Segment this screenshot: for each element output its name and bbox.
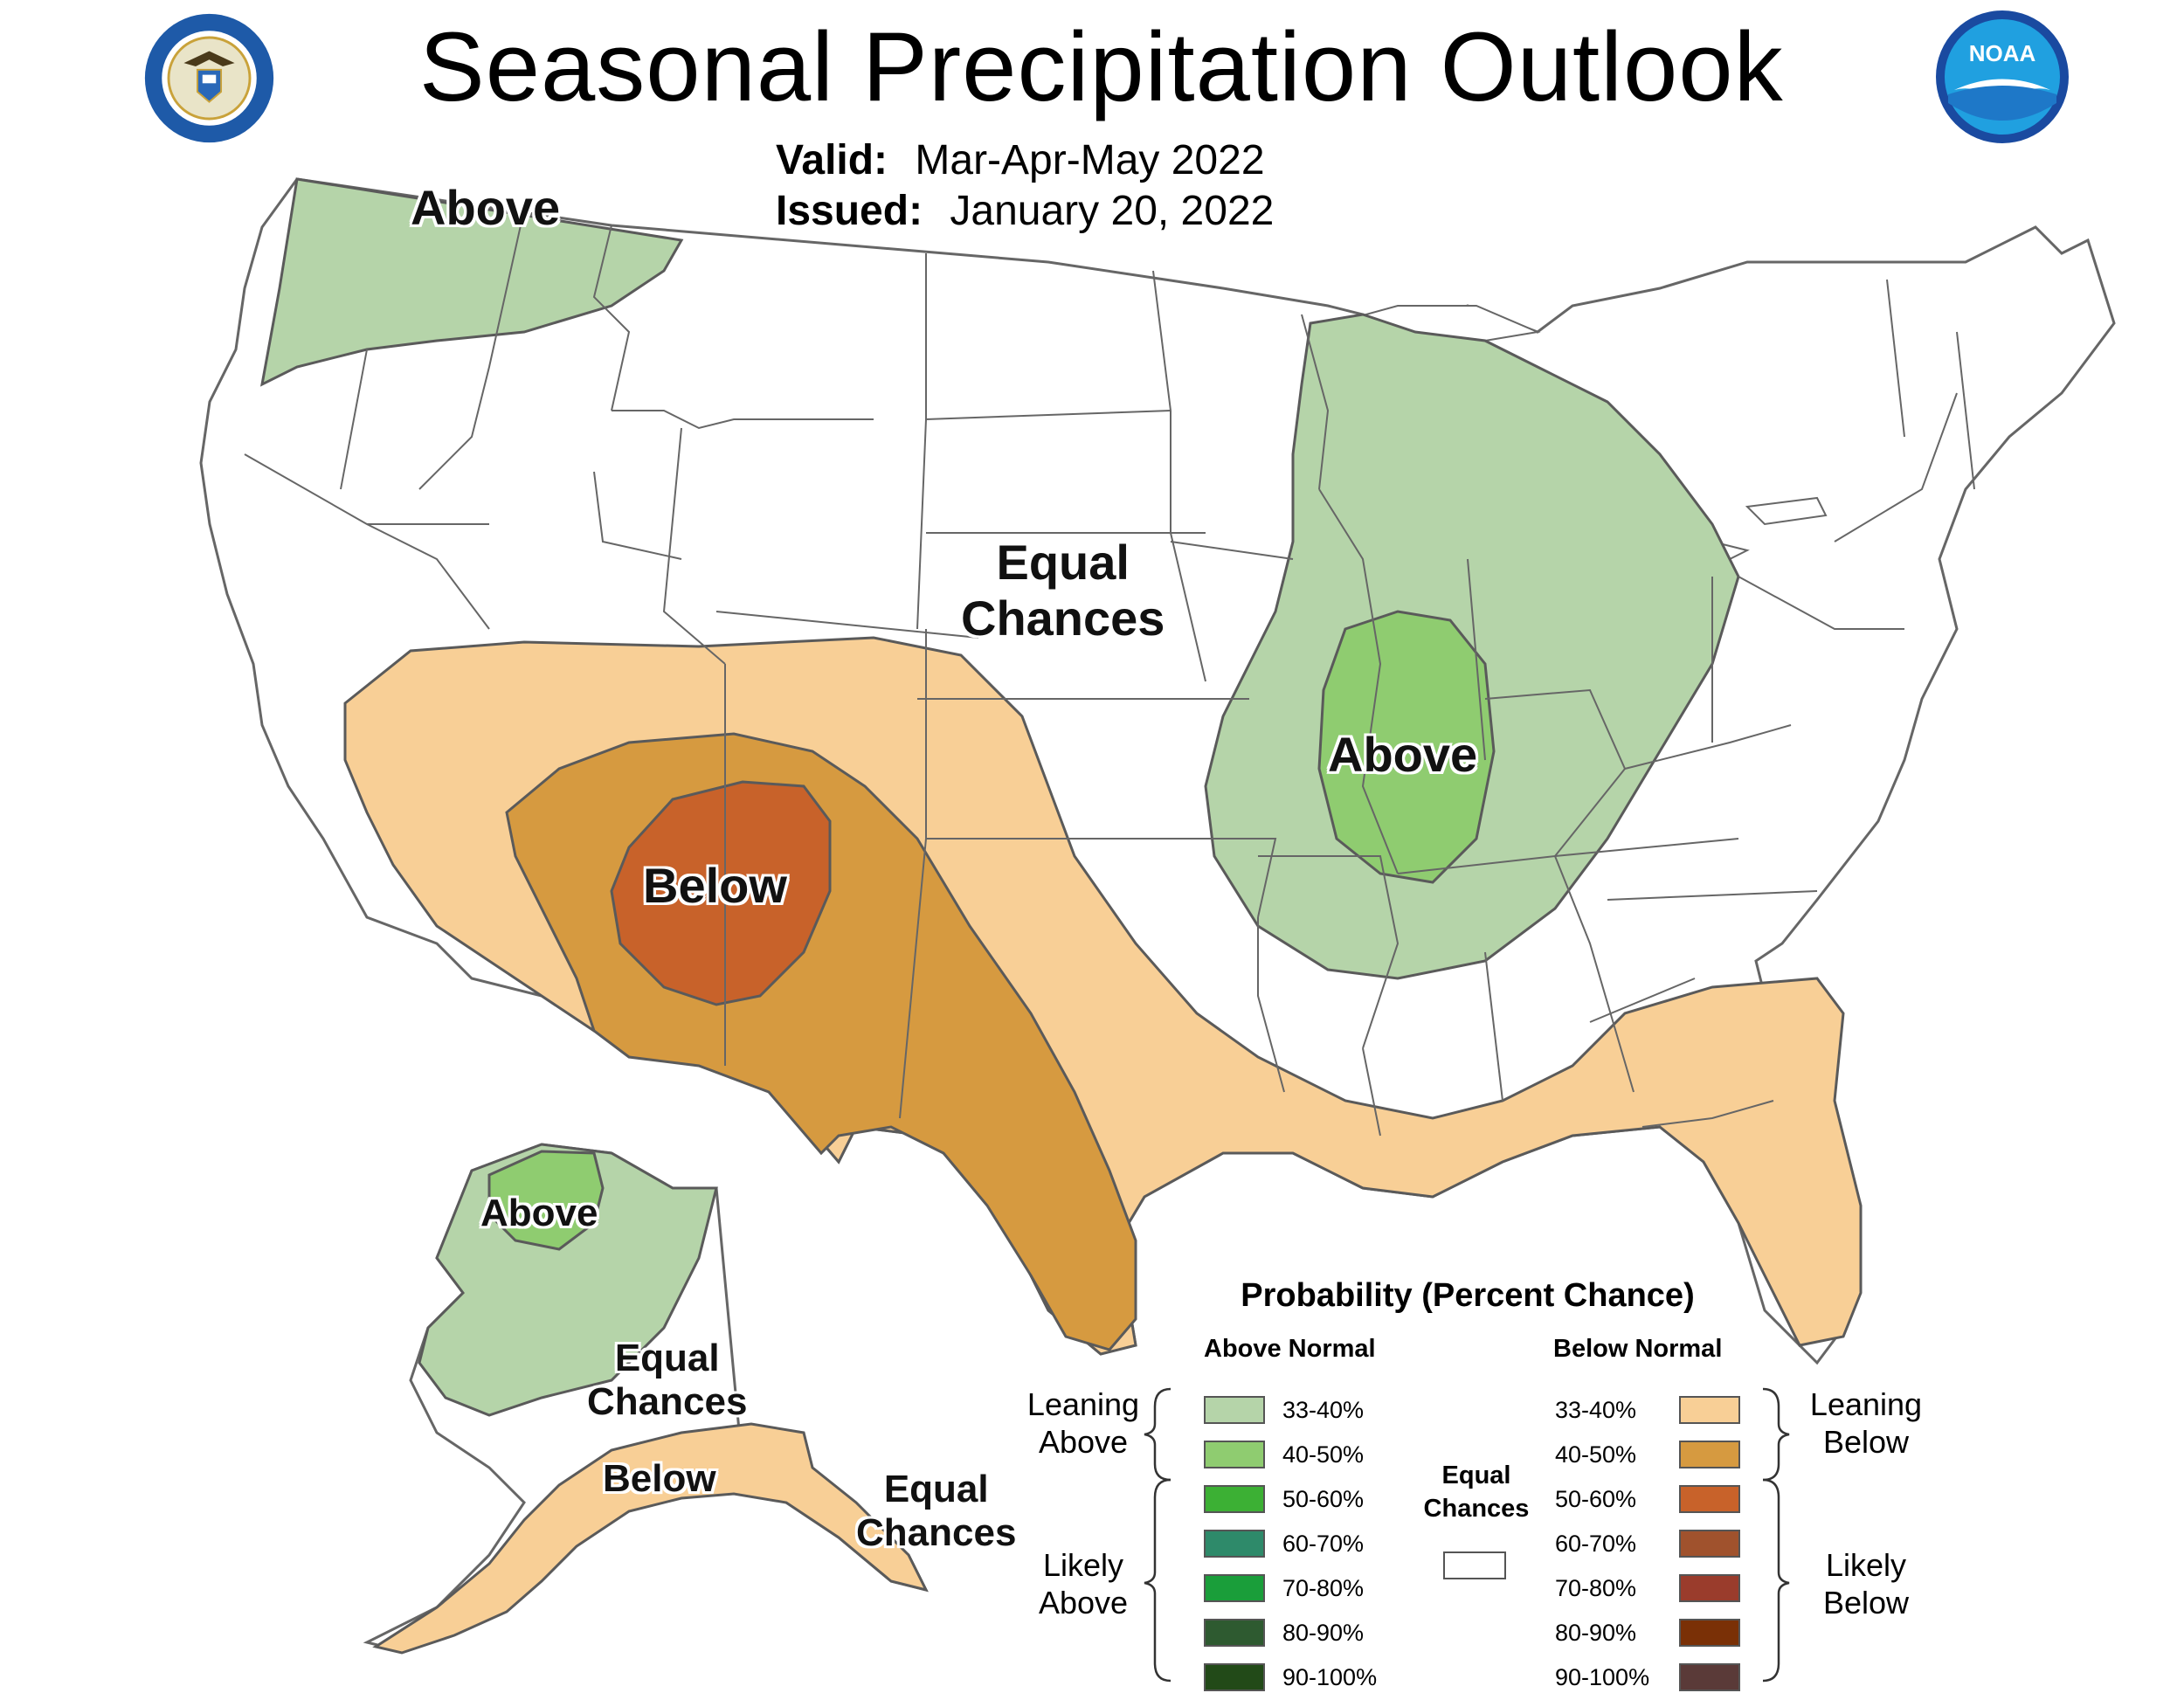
legend-leaning-above-1: Leaning bbox=[1026, 1386, 1140, 1422]
label-alaska-north-above: Above bbox=[480, 1192, 598, 1234]
legend-likely-below: Likely Below bbox=[1796, 1546, 1936, 1621]
legend-equal-chances-swatch bbox=[1443, 1551, 1506, 1579]
issued-label: Issued: bbox=[776, 188, 923, 234]
above-bin-swatch bbox=[1204, 1619, 1265, 1647]
noaa-logo: NOAA bbox=[1936, 10, 2069, 143]
issued-row: Issued: January 20, 2022 bbox=[776, 187, 1274, 235]
region-southwest-below-50 bbox=[610, 780, 832, 1006]
label-alaska-central-equal-chances: Equal Chances bbox=[587, 1337, 747, 1424]
noaa-text: NOAA bbox=[1969, 40, 2036, 66]
below-bin-label: 70-80% bbox=[1555, 1575, 1637, 1601]
legend-leaning-above-2: Above bbox=[1038, 1424, 1129, 1460]
above-bin-swatch bbox=[1204, 1530, 1265, 1558]
label-alaska-south-below: Below bbox=[603, 1457, 716, 1500]
legend-equal-chances: Equal Chances bbox=[1398, 1459, 1555, 1525]
seal-logo bbox=[144, 13, 274, 143]
valid-value: Mar-Apr-May 2022 bbox=[915, 137, 1265, 183]
label-midwest-above: Above bbox=[1328, 727, 1478, 782]
label-central-equal-chances: Equal Chances bbox=[961, 535, 1165, 646]
above-bin-label: 50-60% bbox=[1282, 1486, 1365, 1512]
legend-above-header: Above Normal bbox=[1204, 1335, 1376, 1363]
above-bin-swatch bbox=[1204, 1441, 1265, 1468]
above-bin-label: 70-80% bbox=[1282, 1575, 1365, 1601]
below-bin-swatch bbox=[1679, 1396, 1740, 1424]
label-alaska-central-equal: Equal bbox=[614, 1337, 720, 1379]
below-bin-label: 40-50% bbox=[1555, 1441, 1637, 1468]
above-bin-label: 80-90% bbox=[1282, 1620, 1365, 1646]
above-bin-swatch bbox=[1204, 1663, 1265, 1691]
below-bin-label: 50-60% bbox=[1555, 1486, 1637, 1512]
legend-leaning-above: Leaning Above bbox=[1013, 1385, 1153, 1461]
above-bin-label: 33-40% bbox=[1282, 1397, 1365, 1423]
below-bin-swatch bbox=[1679, 1619, 1740, 1647]
label-alaska-east-chances: Chances bbox=[856, 1511, 1017, 1554]
above-bin-swatch bbox=[1204, 1574, 1265, 1602]
legend-likely-above-2: Above bbox=[1038, 1585, 1129, 1620]
lake-ontario bbox=[1745, 496, 1828, 526]
issued-value: January 20, 2022 bbox=[950, 188, 1275, 234]
below-bin-swatch bbox=[1679, 1441, 1740, 1468]
legend-likely-below-2: Below bbox=[1822, 1585, 1910, 1620]
noaa-lower bbox=[1948, 86, 2056, 121]
below-bin-swatch bbox=[1679, 1530, 1740, 1558]
region-northwest-above bbox=[259, 177, 684, 387]
below-bin-label: 90-100% bbox=[1555, 1664, 1650, 1690]
label-alaska-east-equal-chances: Equal Chances bbox=[856, 1468, 1016, 1555]
ship-icon bbox=[202, 74, 217, 84]
legend-likely-below-1: Likely bbox=[1825, 1547, 1907, 1583]
legend-likely-above-1: Likely bbox=[1042, 1547, 1124, 1583]
valid-label: Valid: bbox=[776, 137, 888, 183]
valid-row: Valid: Mar-Apr-May 2022 bbox=[776, 136, 1265, 184]
below-bin-swatch bbox=[1679, 1663, 1740, 1691]
above-bin-label: 40-50% bbox=[1282, 1441, 1365, 1468]
below-bin-swatch bbox=[1679, 1574, 1740, 1602]
label-central-equal: Equal bbox=[996, 535, 1130, 590]
legend-below-header: Below Normal bbox=[1553, 1335, 1723, 1363]
above-bin-label: 60-70% bbox=[1282, 1531, 1365, 1557]
eagle-icon bbox=[183, 51, 235, 66]
region-midwest-above-40 bbox=[1317, 610, 1496, 884]
label-southwest-below: Below bbox=[643, 858, 787, 913]
above-bin-swatch bbox=[1204, 1396, 1265, 1424]
legend-title: Probability (Percent Chance) bbox=[1241, 1277, 1695, 1314]
alaska-above-40 bbox=[487, 1150, 605, 1251]
label-alaska-central-chances: Chances bbox=[587, 1380, 748, 1423]
below-bin-label: 33-40% bbox=[1555, 1397, 1637, 1423]
label-central-chances: Chances bbox=[961, 591, 1165, 646]
state-boundaries bbox=[244, 209, 1975, 1137]
legend-equal-chances-1: Equal bbox=[1441, 1462, 1511, 1489]
label-alaska-east-equal: Equal bbox=[883, 1468, 989, 1510]
above-bin-swatch bbox=[1204, 1485, 1265, 1513]
below-bin-label: 80-90% bbox=[1555, 1620, 1637, 1646]
below-bin-label: 60-70% bbox=[1555, 1531, 1637, 1557]
below-bin-swatch bbox=[1679, 1485, 1740, 1513]
legend-likely-above: Likely Above bbox=[1013, 1546, 1153, 1621]
legend-leaning-below-2: Below bbox=[1822, 1424, 1910, 1460]
label-northwest-above: Above bbox=[411, 180, 561, 235]
alaska-below-33 bbox=[372, 1422, 929, 1655]
above-bin-label: 90-100% bbox=[1282, 1664, 1378, 1690]
page-title: Seasonal Precipitation Outlook bbox=[419, 12, 1784, 121]
legend-equal-chances-2: Chances bbox=[1423, 1495, 1530, 1523]
legend-leaning-below: Leaning Below bbox=[1796, 1385, 1936, 1461]
legend-leaning-below-1: Leaning bbox=[1809, 1386, 1923, 1422]
